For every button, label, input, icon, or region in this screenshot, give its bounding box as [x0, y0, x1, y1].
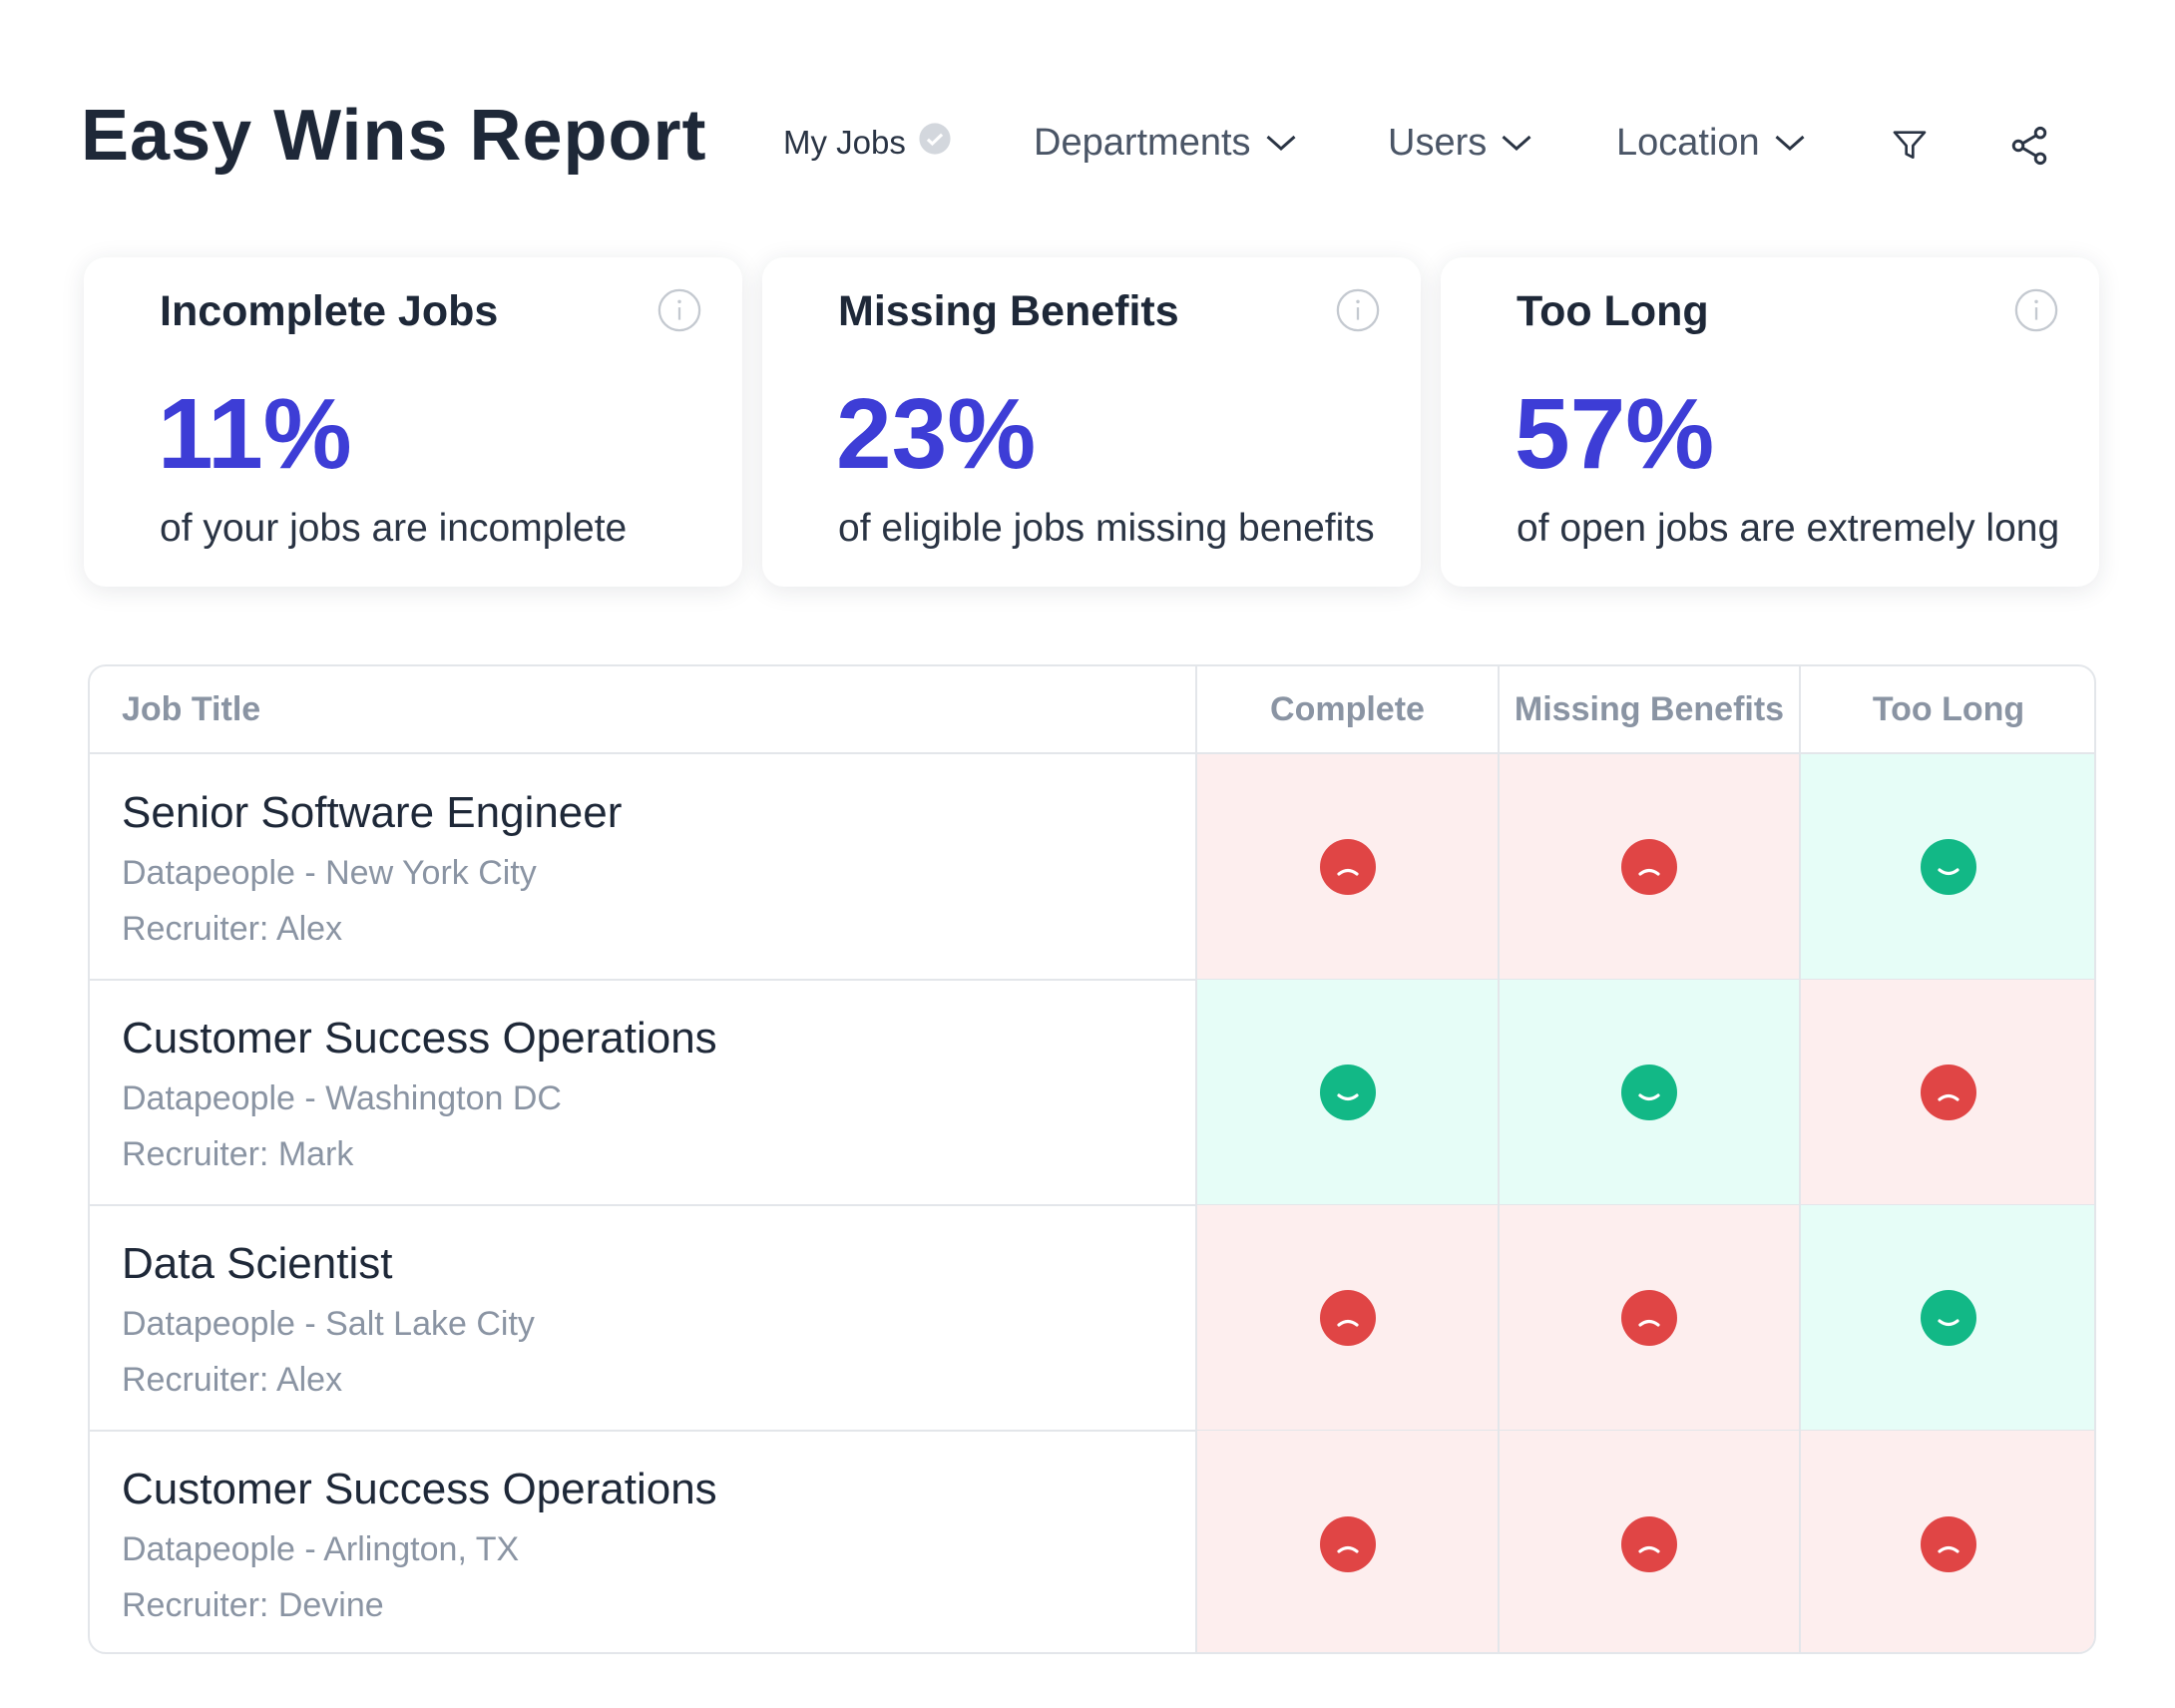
- info-icon[interactable]: [1335, 287, 1381, 338]
- column-header: Missing Benefits: [1498, 666, 1799, 752]
- card-value: 23%: [836, 378, 1037, 490]
- filter-label: My Jobs: [783, 124, 906, 161]
- metric-card: Incomplete Jobs 11% of your jobs are incom…: [84, 257, 742, 587]
- status-face: [1921, 838, 1976, 895]
- status-face: [1319, 1064, 1376, 1120]
- status-face: [1319, 1515, 1376, 1572]
- status-cell: [1799, 1431, 2094, 1652]
- filter-dropdown[interactable]: Location: [1616, 122, 1808, 165]
- info-icon[interactable]: [2013, 287, 2059, 338]
- metric-card: Missing Benefits 23% of eligible jobs miss…: [762, 257, 1421, 587]
- job-recruiter: Recruiter: Mark: [122, 1135, 354, 1173]
- status-cell: [1195, 1431, 1498, 1652]
- status-cell: [1498, 1205, 1799, 1430]
- table-row[interactable]: Customer Success Operations Datapeople - …: [90, 980, 2094, 1206]
- status-face: [1621, 838, 1677, 895]
- status-cell: [1498, 1431, 1799, 1652]
- status-face: [1921, 1515, 1976, 1572]
- status-face: [1621, 1515, 1677, 1572]
- column-header: Complete: [1195, 666, 1498, 752]
- job-recruiter: Recruiter: Alex: [122, 1361, 343, 1399]
- metric-card: Too Long 57% of open jobs are extremely lo…: [1441, 257, 2099, 587]
- status-face: [1621, 1289, 1677, 1346]
- status-face: [1319, 1289, 1376, 1346]
- check-icon: [918, 122, 952, 164]
- table-row[interactable]: Senior Software Engineer Datapeople - New…: [90, 754, 2094, 981]
- status-cell: [1799, 754, 2094, 979]
- job-location: Datapeople - Washington DC: [122, 1079, 562, 1117]
- filter-label: Users: [1388, 122, 1488, 164]
- job-title: Customer Success Operations: [122, 1014, 717, 1063]
- card-title: Missing Benefits: [838, 287, 1179, 335]
- status-cell: [1799, 980, 2094, 1204]
- filter-label: Departments: [1034, 122, 1251, 164]
- share-icon[interactable]: [2007, 124, 2051, 168]
- card-caption: of eligible jobs missing benefits: [838, 507, 1375, 550]
- status-face: [1621, 1064, 1677, 1120]
- job-location: Datapeople - New York City: [122, 854, 537, 892]
- card-title: Too Long: [1517, 287, 1709, 335]
- status-cell: [1195, 980, 1498, 1204]
- filter-label: Location: [1616, 122, 1760, 164]
- chevron-icon: [1772, 122, 1808, 165]
- job-title: Senior Software Engineer: [122, 788, 623, 837]
- status-cell: [1195, 754, 1498, 979]
- chevron-icon: [1263, 122, 1299, 165]
- info-icon[interactable]: [656, 287, 702, 338]
- status-cell: [1498, 754, 1799, 979]
- column-header: Too Long: [1799, 666, 2094, 752]
- table-row[interactable]: Data Scientist Datapeople - Salt Lake Cit…: [90, 1205, 2094, 1432]
- status-face: [1319, 838, 1376, 895]
- job-title: Data Scientist: [122, 1239, 393, 1288]
- card-title: Incomplete Jobs: [160, 287, 499, 335]
- jobs-table: Job Title Complete Missing Benefits Too Lon…: [88, 664, 2096, 1654]
- job-recruiter: Recruiter: Devine: [122, 1586, 384, 1624]
- filter-dropdown[interactable]: Users: [1388, 122, 1534, 165]
- status-face: [1921, 1064, 1976, 1120]
- job-location: Datapeople - Arlington, TX: [122, 1530, 520, 1568]
- card-caption: of open jobs are extremely long: [1517, 507, 2060, 550]
- page-title: Easy Wins Report: [81, 96, 707, 176]
- status-cell: [1498, 980, 1799, 1204]
- table-row[interactable]: Customer Success Operations Datapeople - …: [90, 1431, 2094, 1652]
- filter-icon[interactable]: [1890, 126, 1930, 166]
- job-recruiter: Recruiter: Alex: [122, 910, 343, 948]
- filter-dropdown[interactable]: My Jobs: [783, 122, 952, 164]
- job-title: Customer Success Operations: [122, 1465, 717, 1513]
- status-face: [1921, 1289, 1976, 1346]
- column-header: Job Title: [122, 690, 261, 728]
- filter-dropdown[interactable]: Departments: [1034, 122, 1299, 165]
- status-cell: [1799, 1205, 2094, 1430]
- card-value: 11%: [158, 378, 352, 490]
- status-cell: [1195, 1205, 1498, 1430]
- card-value: 57%: [1515, 378, 1715, 490]
- chevron-icon: [1499, 122, 1534, 165]
- card-caption: of your jobs are incomplete: [160, 507, 628, 550]
- job-location: Datapeople - Salt Lake City: [122, 1305, 535, 1343]
- table-header: Job Title Complete Missing Benefits Too Lon…: [90, 666, 2094, 754]
